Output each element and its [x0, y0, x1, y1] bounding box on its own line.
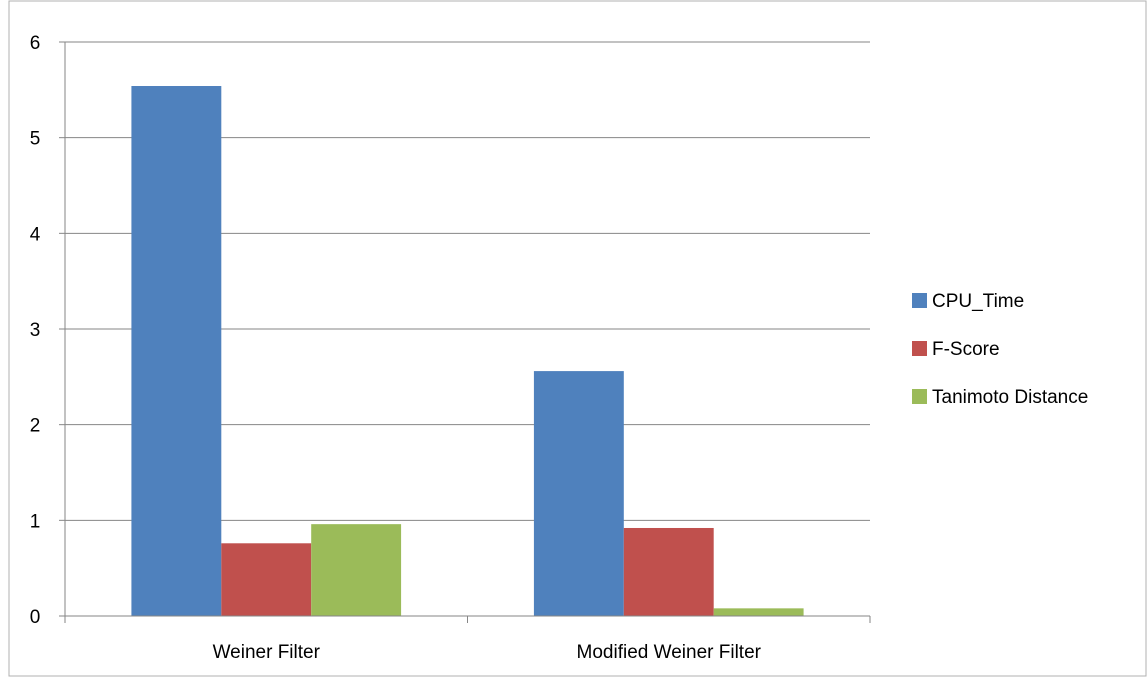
bar-f-score-2 [623, 527, 714, 616]
y-tick-labels: 0 1 2 3 4 5 6 [30, 33, 41, 628]
legend-swatch [912, 293, 927, 308]
y-tick-label: 4 [30, 224, 41, 245]
bars [131, 86, 804, 617]
x-category-label: Modified Weiner Filter [577, 642, 762, 663]
y-tick-label: 6 [30, 33, 41, 54]
y-tick-label: 0 [30, 607, 41, 628]
y-tick-label: 3 [30, 320, 41, 341]
bar-cpu-time-1 [131, 86, 222, 617]
legend-swatch [912, 389, 927, 404]
legend-label: CPU_Time [932, 291, 1024, 312]
axes [64, 42, 870, 617]
bar-cpu-time-2 [533, 371, 624, 616]
x-category-label: Weiner Filter [213, 642, 321, 663]
legend-label: F-Score [932, 339, 1000, 360]
legend-label: Tanimoto Distance [932, 387, 1088, 408]
y-tick-label: 5 [30, 129, 41, 150]
bar-tanimoto-distance-1 [311, 524, 402, 616]
legend-swatch [912, 341, 927, 356]
x-category-labels: Weiner Filter Modified Weiner Filter [213, 642, 762, 663]
bar-tanimoto-distance-2 [713, 608, 804, 616]
legend: CPU_Time F-Score Tanimoto Distance [912, 291, 1088, 408]
y-tick-label: 1 [30, 511, 41, 532]
bar-f-score-1 [221, 543, 312, 616]
y-tick-label: 2 [30, 416, 41, 437]
